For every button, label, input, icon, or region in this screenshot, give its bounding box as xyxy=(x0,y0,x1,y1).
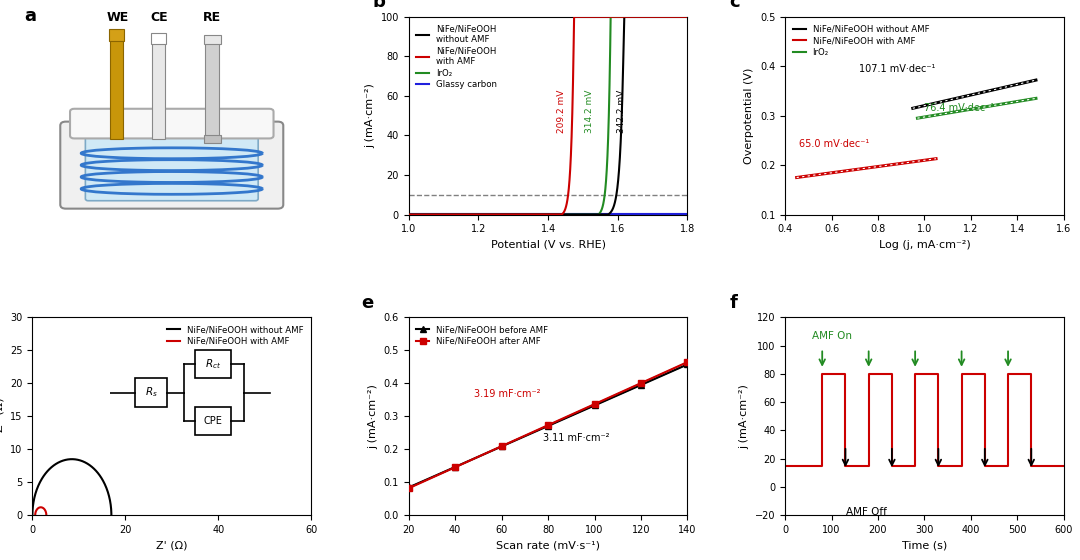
Text: AMF On: AMF On xyxy=(811,332,851,342)
Text: RE: RE xyxy=(203,11,221,24)
X-axis label: Scan rate (mV·s⁻¹): Scan rate (mV·s⁻¹) xyxy=(496,540,600,550)
Text: 314.2 mV: 314.2 mV xyxy=(584,90,594,133)
Bar xyxy=(109,29,124,40)
Text: 65.0 mV·dec⁻¹: 65.0 mV·dec⁻¹ xyxy=(799,139,869,150)
X-axis label: Z' (Ω): Z' (Ω) xyxy=(156,540,188,550)
Text: 3.11 mF·cm⁻²: 3.11 mF·cm⁻² xyxy=(543,433,610,443)
Legend: NiFe/NiFeOOH without AMF, NiFe/NiFeOOH with AMF: NiFe/NiFeOOH without AMF, NiFe/NiFeOOH w… xyxy=(163,322,307,349)
Bar xyxy=(152,40,165,139)
Text: 76.4 mV·dec⁻¹: 76.4 mV·dec⁻¹ xyxy=(924,103,995,113)
Text: WE: WE xyxy=(106,11,129,24)
Text: c: c xyxy=(729,0,740,11)
Y-axis label: j (mA·cm⁻²): j (mA·cm⁻²) xyxy=(368,384,378,449)
Text: 3.19 mF·cm⁻²: 3.19 mF·cm⁻² xyxy=(474,389,540,399)
Legend: NiFe/NiFeOOH without AMF, NiFe/NiFeOOH with AMF, IrO₂: NiFe/NiFeOOH without AMF, NiFe/NiFeOOH w… xyxy=(789,21,933,60)
Bar xyxy=(204,136,220,143)
FancyBboxPatch shape xyxy=(70,109,273,138)
Text: a: a xyxy=(24,7,36,25)
Text: CE: CE xyxy=(150,11,168,24)
Legend: NiFe/NiFeOOH
without AMF, NiFe/NiFeOOH
with AMF, IrO₂, Glassy carbon: NiFe/NiFeOOH without AMF, NiFe/NiFeOOH w… xyxy=(413,21,501,92)
Text: e: e xyxy=(362,293,374,311)
Y-axis label: j (mA·cm⁻²): j (mA·cm⁻²) xyxy=(740,384,750,449)
Text: AMF Off: AMF Off xyxy=(846,507,887,517)
Text: f: f xyxy=(729,293,738,311)
FancyBboxPatch shape xyxy=(85,128,258,200)
FancyBboxPatch shape xyxy=(60,122,283,209)
Bar xyxy=(205,40,219,139)
Y-axis label: Overpotential (V): Overpotential (V) xyxy=(744,68,755,164)
Text: 107.1 mV·dec⁻¹: 107.1 mV·dec⁻¹ xyxy=(860,64,935,74)
Y-axis label: -Z'' (Ω): -Z'' (Ω) xyxy=(0,397,4,436)
Bar xyxy=(204,35,220,44)
X-axis label: Potential (V vs. RHE): Potential (V vs. RHE) xyxy=(490,240,606,250)
X-axis label: Time (s): Time (s) xyxy=(902,540,947,550)
Legend: NiFe/NiFeOOH before AMF, NiFe/NiFeOOH after AMF: NiFe/NiFeOOH before AMF, NiFe/NiFeOOH af… xyxy=(413,322,552,349)
Bar xyxy=(110,36,123,139)
Text: b: b xyxy=(373,0,386,11)
Bar xyxy=(151,32,166,44)
X-axis label: Log (j, mA·cm⁻²): Log (j, mA·cm⁻²) xyxy=(878,240,970,250)
Text: 342.2 mV: 342.2 mV xyxy=(617,90,625,133)
Y-axis label: j (mA·cm⁻²): j (mA·cm⁻²) xyxy=(365,83,375,148)
Text: 209.2 mV: 209.2 mV xyxy=(557,90,566,133)
